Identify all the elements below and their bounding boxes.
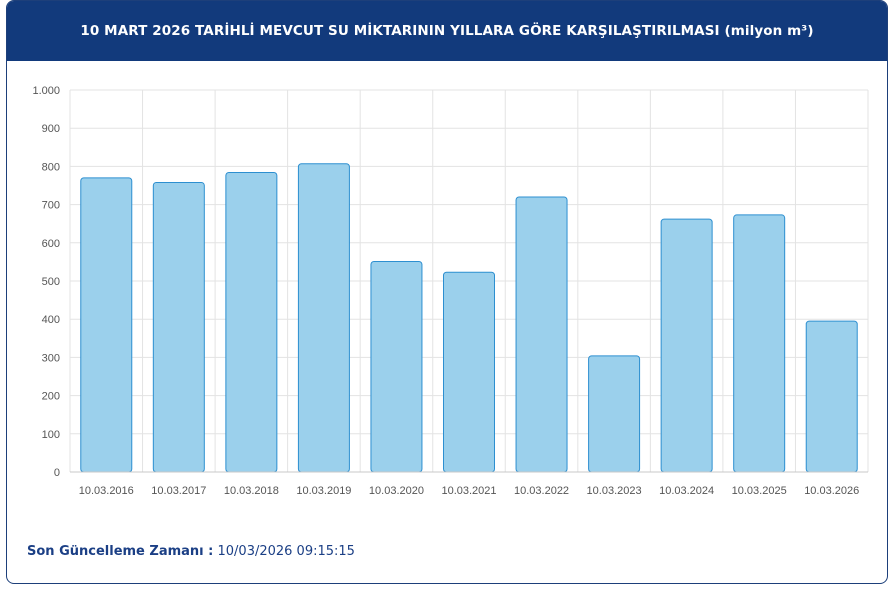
y-tick-label: 100 xyxy=(42,429,60,441)
bar xyxy=(588,355,641,473)
x-tick-label: 10.03.2018 xyxy=(224,485,279,497)
y-tick-label: 900 xyxy=(42,123,60,135)
x-tick-label: 10.03.2025 xyxy=(732,485,787,497)
x-tick-label: 10.03.2017 xyxy=(151,485,206,497)
chart-title-bar: 10 MART 2026 TARİHLİ MEVCUT SU MİKTARINI… xyxy=(7,1,887,61)
bar xyxy=(370,261,423,473)
y-tick-label: 500 xyxy=(42,276,60,288)
bar xyxy=(515,196,568,473)
x-tick-label: 10.03.2024 xyxy=(659,485,714,497)
x-tick-label: 10.03.2020 xyxy=(369,485,424,497)
x-tick-label: 10.03.2022 xyxy=(514,485,569,497)
last-update-label: Son Güncelleme Zamanı : xyxy=(27,544,214,559)
bar xyxy=(152,181,205,473)
bar xyxy=(443,271,495,473)
chart-title: 10 MART 2026 TARİHLİ MEVCUT SU MİKTARINI… xyxy=(80,23,814,39)
bar xyxy=(805,320,858,473)
bar xyxy=(80,177,133,473)
y-tick-label: 700 xyxy=(42,200,60,212)
y-tick-label: 600 xyxy=(42,238,60,250)
bar xyxy=(660,218,713,473)
y-tick-label: 800 xyxy=(42,161,60,173)
bar xyxy=(225,172,278,473)
bar xyxy=(297,163,350,473)
x-tick-label: 10.03.2019 xyxy=(296,485,351,497)
y-tick-label: 0 xyxy=(54,467,60,479)
last-update: Son Güncelleme Zamanı : 10/03/2026 09:15… xyxy=(27,544,355,559)
x-tick-label: 10.03.2023 xyxy=(587,485,642,497)
y-tick-label: 300 xyxy=(42,352,60,364)
y-tick-label: 200 xyxy=(42,391,60,403)
y-tick-label: 400 xyxy=(42,314,60,326)
x-tick-label: 10.03.2016 xyxy=(79,485,134,497)
y-tick-label: 1.000 xyxy=(32,85,60,97)
x-tick-label: 10.03.2026 xyxy=(804,485,859,497)
last-update-value: 10/03/2026 09:15:15 xyxy=(217,544,355,559)
x-tick-label: 10.03.2021 xyxy=(441,485,496,497)
bar xyxy=(733,214,786,473)
